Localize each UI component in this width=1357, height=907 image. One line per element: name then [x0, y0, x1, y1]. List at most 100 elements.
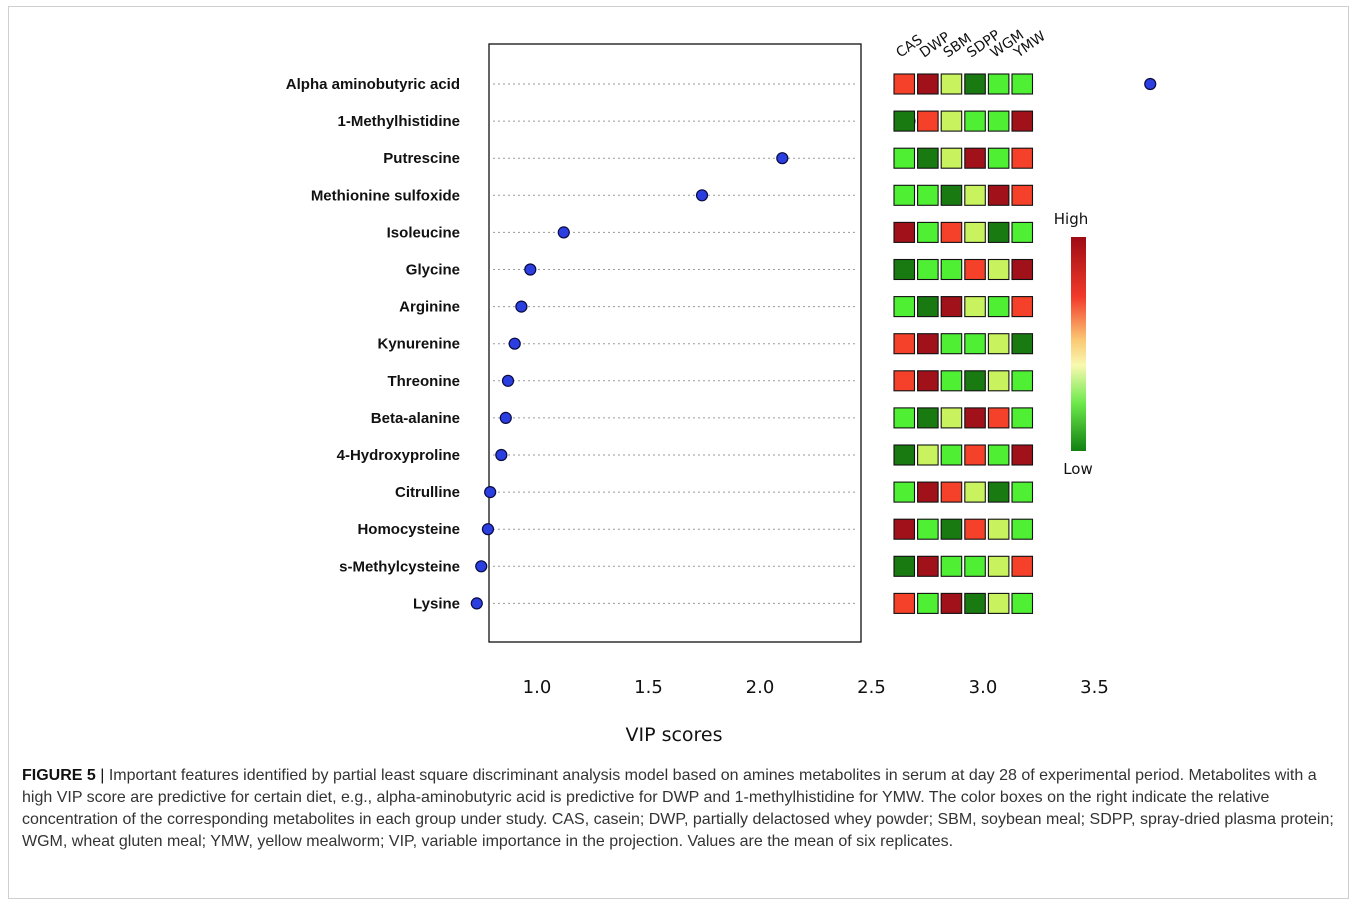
heatmap-cell: [917, 296, 939, 318]
vip-point: [495, 448, 508, 462]
heatmap-cell: [1011, 147, 1034, 169]
heatmap-cell: [1011, 592, 1034, 614]
heatmap-cell: [1011, 481, 1034, 503]
x-tick-label: 2.5: [857, 677, 886, 698]
heatmap-cell: [1011, 296, 1034, 318]
heatmap-cell: [1011, 184, 1034, 206]
heatmap-cell: [917, 407, 939, 429]
caption-label: FIGURE 5: [22, 767, 96, 784]
heatmap-cell: [987, 444, 1010, 466]
heatmap-cell: [964, 592, 986, 614]
heatmap-cell: [1011, 407, 1034, 429]
heatmap-cell: [940, 73, 963, 95]
heatmap-cell: [964, 333, 986, 355]
legend-low-label: Low: [1063, 460, 1093, 478]
heatmap-cell: [987, 518, 1010, 540]
metabolite-label: s-Methylcysteine: [339, 558, 460, 575]
vip-point: [475, 560, 488, 573]
vip-point: [481, 523, 495, 536]
heatmap-cell: [964, 221, 986, 243]
heatmap-cell: [964, 444, 986, 466]
heatmap-cell: [964, 147, 986, 169]
heatmap-cell: [917, 221, 939, 243]
metabolite-label: Arginine: [399, 299, 460, 316]
heatmap-cell: [940, 147, 963, 169]
vip-point: [557, 226, 570, 239]
heatmap-cell: [987, 296, 1010, 318]
plot-area: [488, 43, 862, 643]
vip-point: [499, 411, 512, 424]
heatmap-cell: [964, 407, 986, 429]
heatmap-cell: [964, 258, 986, 281]
heatmap-cell: [1011, 73, 1034, 95]
heatmap-cell: [987, 481, 1010, 503]
heatmap-cell: [893, 296, 916, 318]
heatmap-cell: [940, 592, 963, 614]
vip-point: [1144, 77, 1157, 91]
heatmap-cell: [987, 555, 1010, 577]
heatmap-cell: [964, 518, 986, 540]
heatmap-cell: [940, 444, 963, 466]
metabolite-label: Kynurenine: [377, 336, 460, 353]
heatmap-cell: [893, 407, 916, 429]
x-tick-label: 2.0: [746, 677, 775, 698]
heatmap-cell: [893, 481, 916, 503]
heatmap-cell: [893, 221, 916, 243]
vip-point: [501, 374, 515, 387]
color-scale-bar: [1071, 237, 1086, 451]
heatmap-cell: [987, 147, 1010, 169]
heatmap-cell: [987, 592, 1010, 614]
heatmap-cell: [917, 444, 939, 466]
heatmap-cell: [893, 370, 916, 392]
metabolite-label: Isoleucine: [387, 224, 460, 241]
heatmap-cell: [940, 518, 963, 540]
metabolite-label: Citrulline: [395, 484, 460, 501]
heatmap-cell: [1011, 110, 1034, 132]
heatmap-cell: [940, 555, 963, 577]
heatmap-cell: [917, 258, 939, 281]
heatmap-cell: [1011, 444, 1034, 466]
heatmap-cell: [964, 370, 986, 392]
metabolite-label: Homocysteine: [357, 521, 460, 538]
heatmap-cell: [987, 110, 1010, 132]
heatmap-cell: [940, 110, 963, 132]
heatmap-cell: [917, 370, 939, 392]
vip-point: [484, 486, 497, 499]
heatmap-cell: [964, 110, 986, 132]
x-axis-label: VIP scores: [625, 724, 722, 746]
heatmap-cell: [940, 258, 963, 281]
heatmap-cell: [987, 258, 1010, 281]
metabolite-label: Beta-alanine: [371, 410, 460, 427]
heatmap-cell: [893, 592, 916, 614]
vip-point: [695, 189, 709, 202]
metabolite-label: Methionine sulfoxide: [311, 187, 460, 204]
heatmap-cell: [940, 184, 963, 206]
heatmap-cell: [893, 73, 916, 95]
vip-chart: Alpha aminobutyric acid 1-Methylhistidine…: [286, 27, 1157, 746]
metabolite-label: Putrescine: [383, 150, 460, 167]
metabolite-label: 1-Methylhistidine: [337, 113, 460, 130]
vip-point: [515, 300, 528, 313]
heatmap-cell: [893, 147, 916, 169]
heatmap-cell: [964, 184, 986, 206]
figure-frame: [8, 6, 1349, 899]
metabolite-label: Threonine: [387, 373, 460, 390]
heatmap-cell: [964, 73, 986, 95]
metabolite-label: 4-Hydroxyproline: [337, 447, 460, 464]
heatmap-cell: [917, 333, 939, 355]
heatmap-cell: [893, 258, 916, 281]
heatmap-cell: [893, 555, 916, 577]
heatmap-cell: [893, 110, 916, 132]
caption-separator: |: [95, 767, 109, 784]
heatmap-cell: [893, 184, 916, 206]
heatmap-cell: [940, 481, 963, 503]
heatmap-cell: [940, 221, 963, 243]
heatmap-cell: [1011, 555, 1034, 577]
heatmap-cell: [893, 444, 916, 466]
x-tick-label: 3.5: [1080, 677, 1109, 698]
heatmap-cell: [987, 184, 1010, 206]
vip-point: [776, 152, 789, 165]
heatmap-cell: [1011, 518, 1034, 540]
x-tick-label: 1.5: [634, 677, 663, 698]
figure-caption: FIGURE 5 | Important features identified…: [22, 765, 1337, 853]
